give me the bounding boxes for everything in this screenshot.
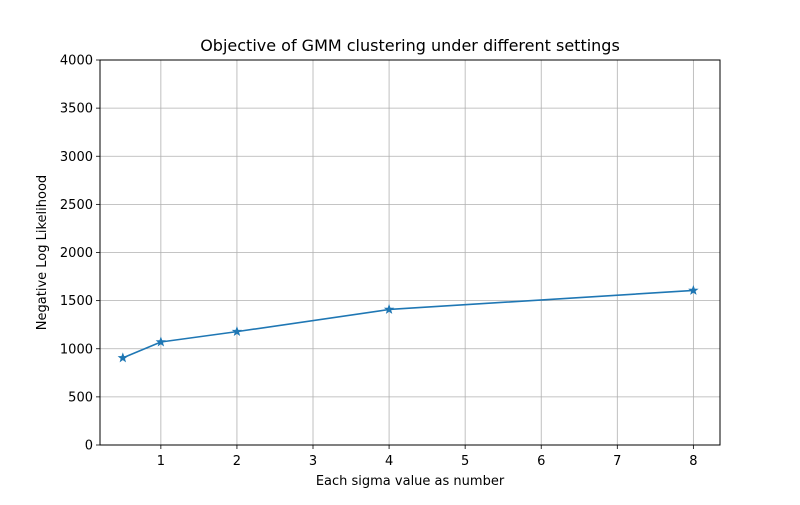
y-tick-label: 500	[68, 390, 93, 405]
series-layer	[117, 284, 699, 363]
data-point-marker	[117, 352, 129, 363]
y-tick-label: 2500	[60, 198, 93, 213]
y-tick-label: 1500	[60, 294, 93, 309]
y-tick-label: 1000	[60, 342, 93, 357]
x-tick-label: 2	[233, 454, 241, 469]
chart-title: Objective of GMM clustering under differ…	[200, 36, 620, 55]
x-tick-label: 7	[613, 454, 621, 469]
x-axis-label: Each sigma value as number	[316, 474, 505, 489]
x-tick-label: 6	[537, 454, 545, 469]
x-tick-label: 3	[309, 454, 317, 469]
x-tick-label: 8	[689, 454, 697, 469]
data-point-marker	[155, 336, 167, 347]
x-tick-label: 1	[157, 454, 165, 469]
x-tick-label: 4	[385, 454, 393, 469]
y-tick-label: 3500	[60, 102, 93, 117]
y-tick-label: 3000	[60, 150, 93, 165]
data-point-marker	[383, 304, 395, 314]
axis-ticks: 1 2 3 4 5 6 7 8 0 500 1000 1500 2000 2500 3000 3500 4000	[60, 54, 698, 470]
y-tick-label: 0	[85, 439, 93, 454]
y-axis-label: Negative Log Likelihood	[35, 175, 50, 330]
data-point-marker	[688, 284, 699, 295]
data-point-marker	[231, 326, 243, 337]
y-tick-label: 4000	[60, 54, 93, 69]
y-tick-label: 2000	[60, 246, 93, 261]
x-tick-label: 5	[461, 454, 469, 469]
